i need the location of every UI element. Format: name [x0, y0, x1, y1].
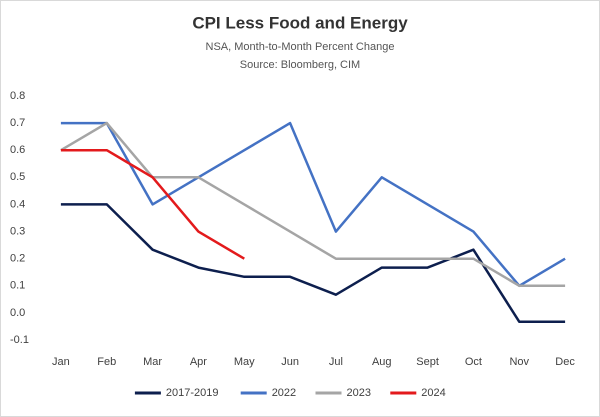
- y-tick-label: 0.7: [10, 117, 25, 129]
- x-tick-label: Jul: [329, 356, 343, 368]
- y-tick-label: 0.6: [10, 144, 25, 156]
- chart-source: Source: Bloomberg, CIM: [240, 59, 360, 71]
- x-tick-label: Mar: [143, 356, 162, 368]
- chart-subtitle: NSA, Month-to-Month Percent Change: [206, 41, 395, 53]
- x-tick-label: Sept: [416, 356, 439, 368]
- x-tick-label: Feb: [97, 356, 116, 368]
- chart-title: CPI Less Food and Energy: [192, 13, 408, 32]
- y-tick-label: 0.2: [10, 253, 25, 265]
- x-tick-label: Jan: [52, 356, 70, 368]
- x-tick-label: May: [234, 356, 255, 368]
- series-line: [60, 148, 245, 260]
- y-tick-label: -0.1: [10, 334, 29, 346]
- y-tick-label: 0.3: [10, 225, 25, 237]
- y-tick-label: 0.0: [10, 307, 25, 319]
- x-tick-label: Nov: [509, 356, 529, 368]
- y-tick-label: 0.1: [10, 280, 25, 292]
- series-line: [60, 203, 566, 324]
- legend-label: 2023: [347, 387, 371, 399]
- legend-label: 2024: [421, 387, 445, 399]
- legend-label: 2017-2019: [166, 387, 219, 399]
- x-tick-label: Oct: [465, 356, 482, 368]
- y-tick-label: 0.4: [10, 198, 25, 210]
- series-line: [60, 121, 566, 288]
- legend-label: 2022: [272, 387, 296, 399]
- x-tick-label: Apr: [190, 356, 207, 368]
- series-line: [60, 121, 566, 288]
- y-tick-label: 0.8: [10, 90, 25, 102]
- y-tick-label: 0.5: [10, 171, 25, 183]
- x-tick-label: Aug: [372, 356, 392, 368]
- x-tick-label: Jun: [281, 356, 299, 368]
- x-tick-label: Dec: [555, 356, 575, 368]
